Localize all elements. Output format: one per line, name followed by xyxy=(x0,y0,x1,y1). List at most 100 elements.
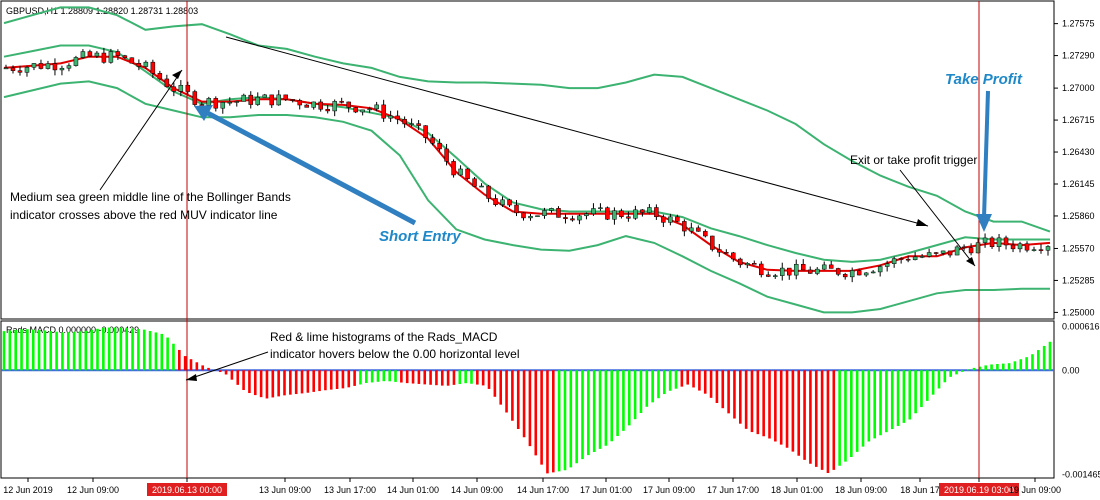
time-tick-label-9: 17 Jun 09:00 xyxy=(643,485,695,495)
candle xyxy=(136,59,142,71)
trend-line-arrowhead xyxy=(916,219,928,226)
time-tick-label-2: 2019.06.13 00:00 xyxy=(152,485,222,495)
candle xyxy=(430,134,435,146)
candle xyxy=(220,101,226,114)
candle xyxy=(738,257,743,268)
macd-tick-label-1: 0.00 xyxy=(1062,365,1080,375)
candle xyxy=(696,225,701,232)
candle xyxy=(290,99,295,103)
candle xyxy=(689,222,694,234)
candle xyxy=(80,49,86,59)
candle xyxy=(905,255,911,263)
candle xyxy=(59,65,65,76)
candle xyxy=(870,270,876,274)
trend-line xyxy=(225,36,929,227)
candle xyxy=(311,101,316,110)
candle xyxy=(940,250,946,256)
bollinger-bands xyxy=(3,6,1051,314)
candle xyxy=(849,267,855,283)
candle xyxy=(416,120,421,131)
time-tick-label-15: 19 Jun 09:00 xyxy=(1009,485,1061,495)
bb-cross-note-line1: Medium sea green middle line of the Boll… xyxy=(10,190,291,204)
candle xyxy=(388,110,393,123)
candle xyxy=(241,93,247,102)
candle xyxy=(563,213,568,224)
bb-cross-pointer xyxy=(99,69,183,191)
candle xyxy=(66,63,72,72)
macd-histogram xyxy=(1,327,1054,474)
candle xyxy=(108,48,114,64)
candle xyxy=(318,99,323,112)
candle xyxy=(129,57,135,64)
candle xyxy=(213,96,219,112)
candle xyxy=(633,205,638,220)
candle xyxy=(989,236,995,249)
candle xyxy=(465,168,470,180)
candle xyxy=(605,206,610,221)
candle xyxy=(332,99,337,117)
candles xyxy=(3,47,1051,283)
candle xyxy=(500,196,505,207)
candle xyxy=(507,198,512,207)
short-entry-label: Short Entry xyxy=(379,228,461,245)
candle xyxy=(87,49,93,57)
macd-tick-label-2: -0.001465 xyxy=(1062,470,1100,480)
take-profit-label: Take Profit xyxy=(945,71,1023,88)
candle xyxy=(1017,241,1023,253)
candle xyxy=(458,165,463,176)
main-price-axis: 1.27575 1.27290 1.27000 1.26715 1.26430 1.261… xyxy=(1054,19,1095,317)
candle xyxy=(101,47,107,64)
take-profit-arrowhead xyxy=(976,214,992,232)
time-tick-label-6: 14 Jun 09:00 xyxy=(451,485,503,495)
candle xyxy=(570,215,575,222)
candle xyxy=(374,101,379,112)
candle xyxy=(884,260,890,272)
time-tick-label-10: 17 Jun 17:00 xyxy=(707,485,759,495)
exit-trigger-pointer-head xyxy=(966,257,975,266)
candle xyxy=(598,203,603,211)
candle xyxy=(933,251,939,256)
candle xyxy=(31,62,37,71)
time-tick-label-14: 2019.06.19 03:00 xyxy=(944,485,1014,495)
candle xyxy=(842,272,848,280)
candle xyxy=(521,211,526,221)
candle xyxy=(73,55,79,67)
candle xyxy=(898,257,904,264)
price-tick-label-0: 1.27575 xyxy=(1062,19,1095,29)
candle xyxy=(234,100,240,107)
candle xyxy=(828,260,834,269)
candle xyxy=(542,207,547,219)
time-tick-label-12: 18 Jun 09:00 xyxy=(835,485,887,495)
candle xyxy=(143,60,149,69)
macd-axis: 0.000616 0.00 -0.001465 xyxy=(1062,321,1100,479)
candle xyxy=(325,105,330,114)
candle xyxy=(528,213,533,221)
time-axis: 12 Jun 2019 12 Jun 09:00 2019.06.13 00:00 1… xyxy=(3,478,1061,496)
candle xyxy=(451,159,456,178)
candle xyxy=(703,229,708,238)
time-tick-label-8: 17 Jun 01:00 xyxy=(580,485,632,495)
macd-panel xyxy=(0,320,1055,479)
candle xyxy=(549,207,554,213)
candle xyxy=(52,58,58,76)
candle xyxy=(1038,244,1044,254)
price-tick-label-7: 1.25570 xyxy=(1062,243,1095,253)
candle xyxy=(584,212,589,220)
candle xyxy=(731,251,736,262)
candle xyxy=(185,81,191,95)
candle xyxy=(192,89,198,107)
price-tick-label-2: 1.27000 xyxy=(1062,83,1095,93)
candle xyxy=(437,138,442,152)
price-tick-label-9: 1.25000 xyxy=(1062,307,1095,317)
muv-line xyxy=(3,55,1051,272)
candle xyxy=(255,92,261,106)
candle xyxy=(745,262,750,269)
candle xyxy=(786,267,792,280)
candle xyxy=(479,183,484,188)
candle xyxy=(954,245,960,256)
candle xyxy=(339,97,344,104)
candle xyxy=(3,64,9,70)
time-tick-label-7: 14 Jun 17:00 xyxy=(517,485,569,495)
time-tick-label-5: 14 Jun 01:00 xyxy=(387,485,439,495)
